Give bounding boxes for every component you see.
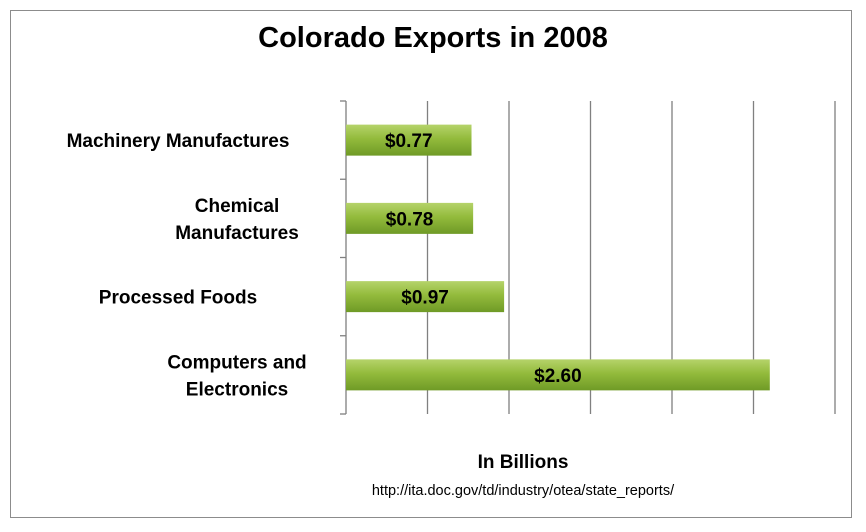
category-label-line: Machinery Manufactures <box>67 131 290 152</box>
data-label: $0.78 <box>386 209 434 230</box>
x-axis-label: In Billions <box>477 452 569 473</box>
category-label-line: Computers and <box>167 352 306 373</box>
bar <box>346 202 474 234</box>
category-label-line: Manufactures <box>175 223 299 244</box>
category-label-line: Chemical <box>195 196 279 217</box>
data-label: $0.77 <box>385 131 433 152</box>
category-label: Processed Foods <box>99 288 257 309</box>
bar <box>346 281 505 313</box>
category-label-line: Processed Foods <box>99 288 257 309</box>
source-note: http://ita.doc.gov/td/industry/otea/stat… <box>371 483 675 499</box>
chart-frame <box>10 10 852 518</box>
y-axis <box>340 100 347 415</box>
category-labels: Machinery Manufactures Chemical Manufactur… <box>67 131 307 400</box>
category-label: Chemical Manufactures <box>175 196 299 244</box>
bars: $0.77 $0.78 $0.97 $2.60 <box>346 124 770 391</box>
chart-title: Colorado Exports in 2008 <box>258 22 608 54</box>
category-label: Computers and Electronics <box>167 352 306 400</box>
bar <box>346 359 770 391</box>
category-label-line: Electronics <box>186 379 288 400</box>
data-label: $0.97 <box>401 288 449 309</box>
category-label: Machinery Manufactures <box>67 131 290 152</box>
bar <box>346 124 472 156</box>
data-label: $2.60 <box>534 366 582 387</box>
